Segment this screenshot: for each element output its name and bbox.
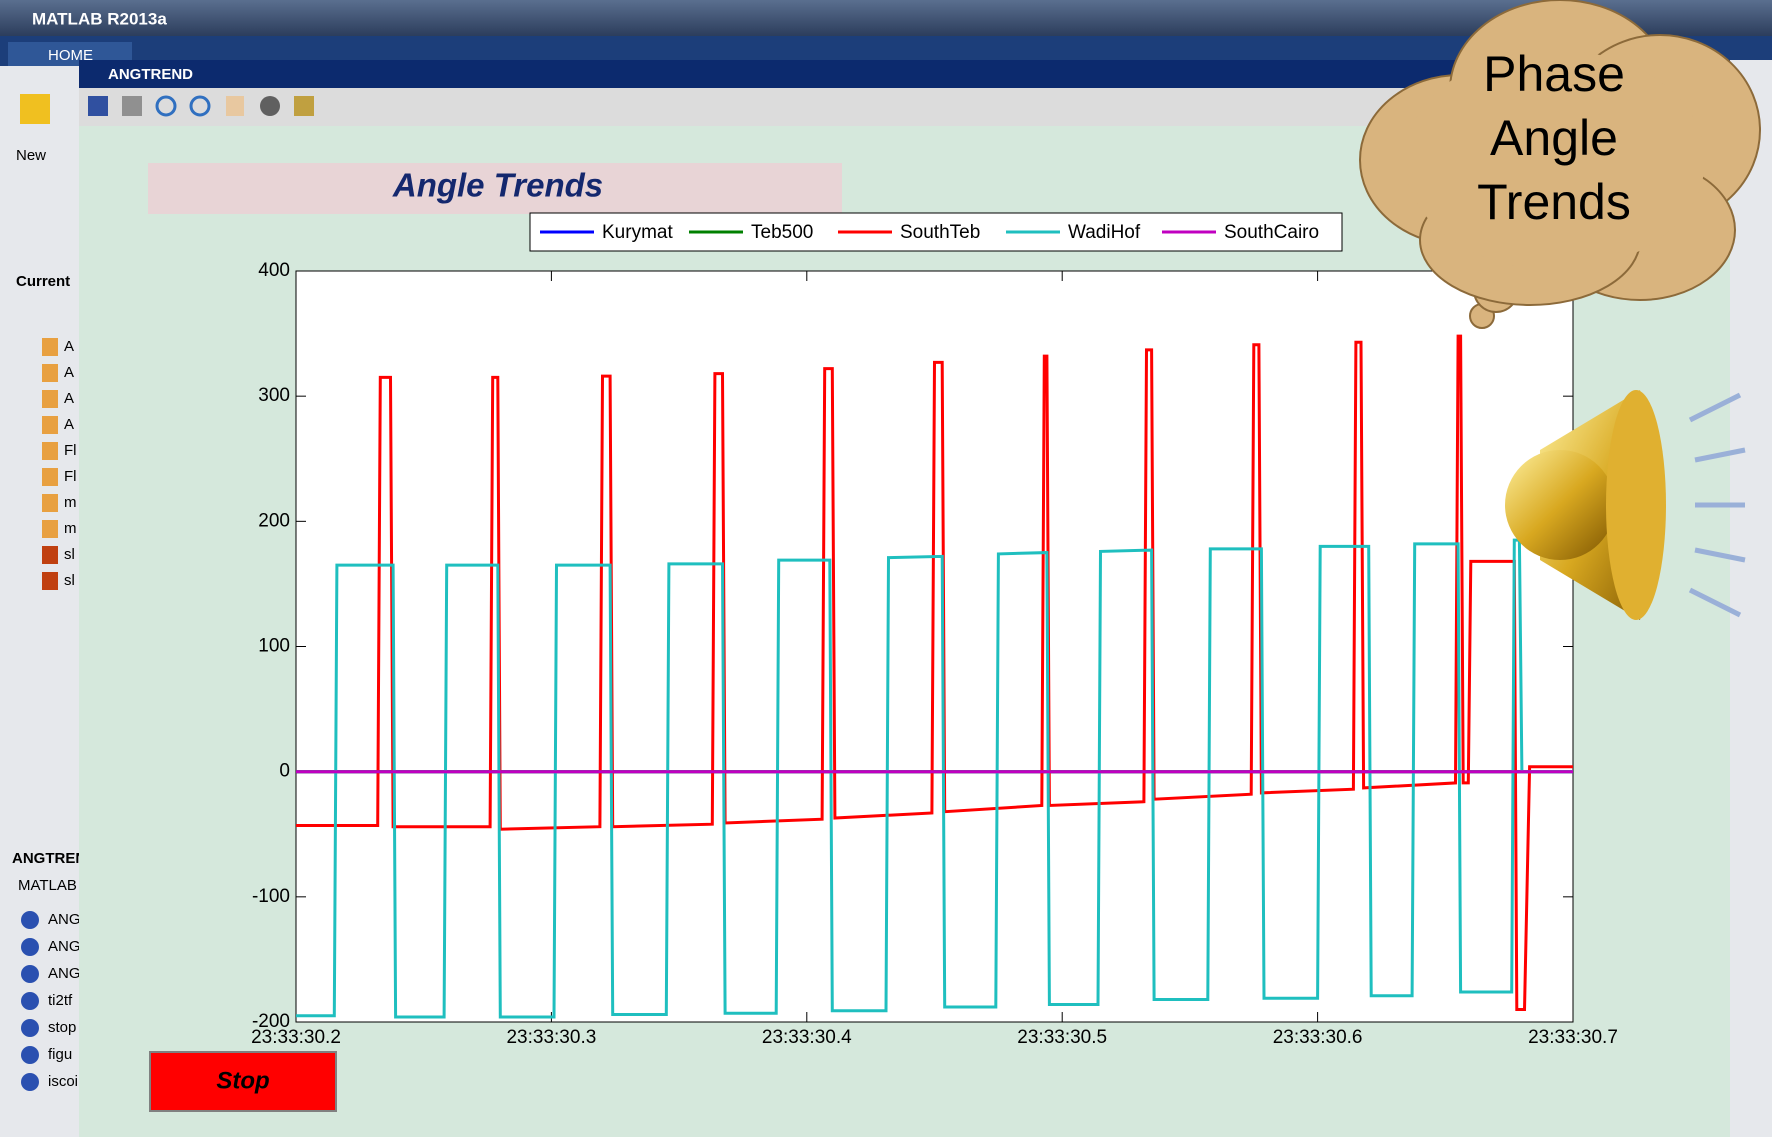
- file-icon[interactable]: [42, 442, 58, 460]
- file-name[interactable]: m: [64, 494, 77, 511]
- current-label: Current: [16, 273, 70, 290]
- y-tick-label: 100: [258, 636, 290, 657]
- x-tick-label: 23:33:30.3: [506, 1027, 596, 1048]
- function-icon[interactable]: [21, 1073, 39, 1091]
- file-name[interactable]: A: [64, 364, 74, 381]
- file-icon[interactable]: [42, 494, 58, 512]
- app-title: MATLAB R2013a: [32, 9, 167, 28]
- function-icon[interactable]: [21, 992, 39, 1010]
- legend-label: SouthCairo: [1224, 222, 1319, 243]
- callout-text: Phase Angle Trends: [1477, 46, 1631, 230]
- x-tick-label: 23:33:30.6: [1273, 1027, 1363, 1048]
- section-sub: MATLAB: [18, 877, 77, 894]
- function-icon[interactable]: [21, 965, 39, 983]
- callout-line: Angle: [1490, 110, 1618, 166]
- y-tick-label: 200: [258, 510, 290, 531]
- file-name[interactable]: sl: [64, 572, 75, 589]
- file-icon[interactable]: [42, 572, 58, 590]
- screen: MATLAB R2013a HOME New Current AAAAFlFlm…: [0, 0, 1772, 1137]
- function-name[interactable]: figu: [48, 1046, 72, 1063]
- legend-label: Kurymat: [602, 222, 673, 243]
- rotate-icon[interactable]: [260, 96, 280, 116]
- function-name[interactable]: ANG: [48, 938, 81, 955]
- legend-label: SouthTeb: [900, 222, 980, 243]
- new-label[interactable]: New: [16, 147, 46, 164]
- function-icon[interactable]: [21, 911, 39, 929]
- file-name[interactable]: Fl: [64, 442, 77, 459]
- function-name[interactable]: ANG: [48, 965, 81, 982]
- pan-icon[interactable]: [226, 96, 244, 116]
- file-icon[interactable]: [42, 520, 58, 538]
- save-icon[interactable]: [88, 96, 108, 116]
- section-label: ANGTREN: [12, 850, 86, 867]
- callout-line: Trends: [1477, 174, 1631, 230]
- file-name[interactable]: m: [64, 520, 77, 537]
- function-name[interactable]: stop: [48, 1019, 76, 1036]
- file-icon[interactable]: [42, 546, 58, 564]
- x-tick-label: 23:33:30.4: [762, 1027, 852, 1048]
- function-icon[interactable]: [21, 1019, 39, 1037]
- file-icon[interactable]: [42, 390, 58, 408]
- file-icon[interactable]: [42, 468, 58, 486]
- new-icon[interactable]: [20, 94, 50, 124]
- file-name[interactable]: Fl: [64, 468, 77, 485]
- file-name[interactable]: A: [64, 390, 74, 407]
- x-tick-label: 23:33:30.5: [1017, 1027, 1107, 1048]
- file-icon[interactable]: [42, 416, 58, 434]
- function-name[interactable]: ti2tf: [48, 992, 73, 1009]
- function-name[interactable]: ANG: [48, 911, 81, 928]
- callout-line: Phase: [1483, 46, 1625, 102]
- legend-label: WadiHof: [1068, 222, 1141, 243]
- y-tick-label: 300: [258, 385, 290, 406]
- print-icon[interactable]: [122, 96, 142, 116]
- page: MATLAB R2013a HOME New Current AAAAFlFlm…: [0, 0, 1772, 1137]
- datacursor-icon[interactable]: [294, 96, 314, 116]
- y-tick-label: 0: [279, 761, 290, 782]
- figure-title: ANGTREND: [108, 66, 193, 83]
- file-icon[interactable]: [42, 364, 58, 382]
- y-tick-label: 400: [258, 260, 290, 281]
- chart-title: Angle Trends: [392, 167, 603, 204]
- legend-label: Teb500: [751, 222, 813, 243]
- file-name[interactable]: A: [64, 338, 74, 355]
- stop-button-label[interactable]: Stop: [216, 1067, 269, 1094]
- file-icon[interactable]: [42, 338, 58, 356]
- file-name[interactable]: A: [64, 416, 74, 433]
- function-name[interactable]: iscoi: [48, 1073, 78, 1090]
- file-name[interactable]: sl: [64, 546, 75, 563]
- x-tick-label: 23:33:30.2: [251, 1027, 341, 1048]
- function-icon[interactable]: [21, 1046, 39, 1064]
- function-icon[interactable]: [21, 938, 39, 956]
- x-tick-label: 23:33:30.7: [1528, 1027, 1618, 1048]
- right-panel: [1730, 60, 1772, 1137]
- y-tick-label: -100: [252, 886, 290, 907]
